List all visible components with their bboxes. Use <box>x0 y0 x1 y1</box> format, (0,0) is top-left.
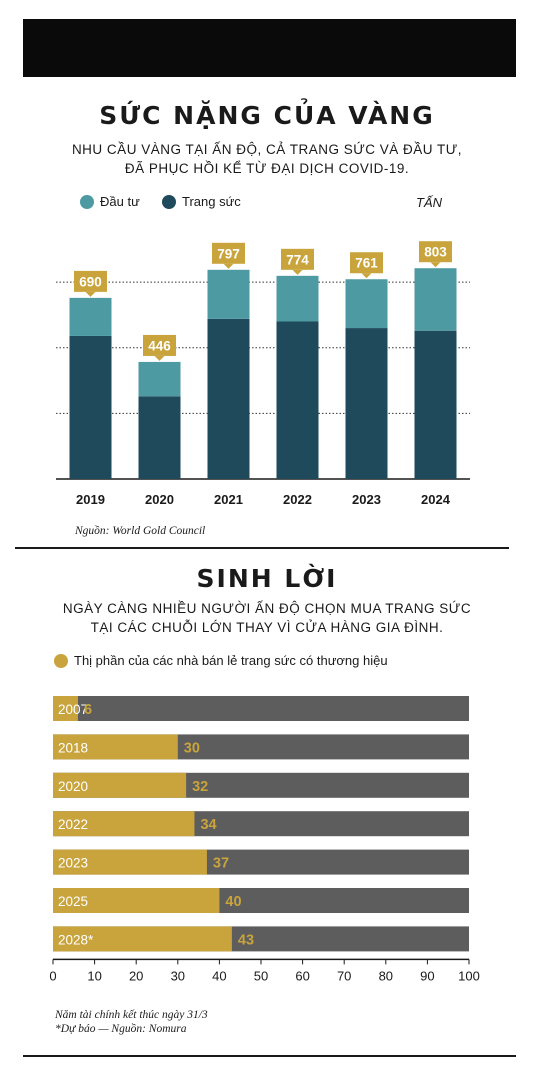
bar-share <box>53 811 195 837</box>
y-category-label: 2028* <box>58 932 94 947</box>
bar-jewellery <box>207 318 250 479</box>
data-label: 6 <box>84 702 92 718</box>
x-tick-label: 90 <box>420 968 434 983</box>
total-label-pointer <box>223 263 234 269</box>
x-tick-label: 0 <box>49 968 56 983</box>
chart1-subtitle-line1: NHU CẦU VÀNG TẠI ẤN ĐỘ, CẢ TRANG SỨC VÀ … <box>71 142 463 157</box>
data-label: 40 <box>225 894 241 910</box>
data-label: 43 <box>238 932 254 948</box>
x-tick-label: 50 <box>254 968 268 983</box>
x-tick-label: 40 <box>212 968 226 983</box>
chart1-subtitle-line2: ĐÃ PHỤC HỒI KỂ TỪ ĐẠI DỊCH COVID-19. <box>124 161 410 176</box>
total-label: 690 <box>79 274 102 289</box>
bar-share <box>53 734 178 760</box>
total-label-bg <box>212 242 245 264</box>
x-tick-label: 60 <box>295 968 309 983</box>
bar-track <box>53 696 469 721</box>
bar-jewellery <box>138 396 181 479</box>
data-label: 34 <box>200 817 216 833</box>
x-tick-label: 20 <box>129 968 143 983</box>
x-tick-label: 2020 <box>145 492 174 507</box>
bar-jewellery <box>345 328 388 479</box>
x-tick-label: 80 <box>379 968 393 983</box>
footer-rule <box>23 1055 516 1057</box>
legend-market-share: Thị phần của các nhà bán lẻ trang sức có… <box>54 653 388 668</box>
y-category-label: 2022 <box>58 817 88 832</box>
total-label-pointer <box>85 291 96 297</box>
x-tick-label: 30 <box>171 968 185 983</box>
total-label-pointer <box>361 273 372 279</box>
total-label-bg <box>143 334 176 356</box>
y-category-label: 2007 <box>58 702 88 717</box>
y-category-label: 2025 <box>58 894 88 909</box>
total-label-pointer <box>430 262 441 268</box>
bar-jewellery <box>276 321 319 479</box>
x-tick-label: 2021 <box>214 492 243 507</box>
bar-share <box>53 888 220 913</box>
legend-jewellery-swatch <box>162 194 176 209</box>
y-category-label: 2023 <box>58 856 88 871</box>
total-label-pointer <box>292 269 303 275</box>
x-tick-label: 2024 <box>421 492 451 507</box>
chart2-subtitle-line1: NGÀY CÀNG NHIỀU NGƯỜI ẤN ĐỘ CHỌN MUA TRA… <box>62 601 472 616</box>
chart2-note-line2: *Dự báo — Nguồn: Nomura <box>55 1023 187 1035</box>
total-label: 446 <box>148 338 171 353</box>
section-divider <box>15 547 509 549</box>
legend-investment-swatch <box>80 194 94 209</box>
total-label: 761 <box>355 256 378 271</box>
bar-investment <box>276 275 319 322</box>
chart1-source: Nguồn: World Gold Council <box>75 525 206 537</box>
chart2-note-line1: Năm tài chính kết thúc ngày 31/3 <box>55 1009 208 1021</box>
total-label-pointer <box>154 355 165 361</box>
legend-jewellery: Trang sức <box>162 194 241 209</box>
total-label: 803 <box>424 245 447 260</box>
legend-jewellery-label: Trang sức <box>182 194 241 209</box>
bar-investment <box>414 268 457 331</box>
chart1-unit: TẤN <box>416 195 442 210</box>
chart2-title: SINH LỜI <box>196 564 338 593</box>
x-tick-label: 10 <box>87 968 101 983</box>
total-label-bg <box>350 252 383 274</box>
x-tick-label: 100 <box>458 968 480 983</box>
bar-share <box>53 926 232 952</box>
y-category-label: 2020 <box>58 779 88 794</box>
bar-investment <box>345 279 388 329</box>
total-label: 774 <box>286 252 309 267</box>
bar-share <box>53 772 187 798</box>
bar-share <box>53 696 78 721</box>
bar-investment <box>138 361 181 397</box>
bar-jewellery <box>69 335 112 479</box>
data-label: 37 <box>213 856 229 872</box>
chart1-title: SỨC NẶNG CỦA VÀNG <box>99 101 435 130</box>
bar-investment <box>207 269 250 319</box>
bar-share <box>53 849 207 875</box>
total-label-bg <box>74 270 107 292</box>
data-label: 32 <box>192 779 208 795</box>
x-tick-label: 2022 <box>283 492 312 507</box>
chart2-subtitle-line2: TẠI CÁC CHUỖI LỚN THAY VÌ CỬA HÀNG GIA Đ… <box>90 620 444 635</box>
gold-demand-chart: 690 2019 446 2020 797 2021 774 2022 761 2023 803 20… <box>56 241 470 507</box>
header-banner <box>23 19 516 77</box>
bar-jewellery <box>414 330 457 479</box>
total-label-bg <box>419 241 452 263</box>
y-category-label: 2018 <box>58 740 88 755</box>
legend-market-share-swatch <box>54 653 68 668</box>
bar-investment <box>69 297 112 336</box>
x-tick-label: 70 <box>337 968 351 983</box>
total-label: 797 <box>217 246 240 261</box>
legend-investment: Đầu tư <box>80 194 140 209</box>
total-label-bg <box>281 248 314 270</box>
legend-investment-label: Đầu tư <box>100 194 140 209</box>
x-tick-label: 2023 <box>352 492 381 507</box>
data-label: 30 <box>184 740 200 756</box>
x-tick-label: 2019 <box>76 492 105 507</box>
legend-market-share-label: Thị phần của các nhà bán lẻ trang sức có… <box>74 653 388 668</box>
